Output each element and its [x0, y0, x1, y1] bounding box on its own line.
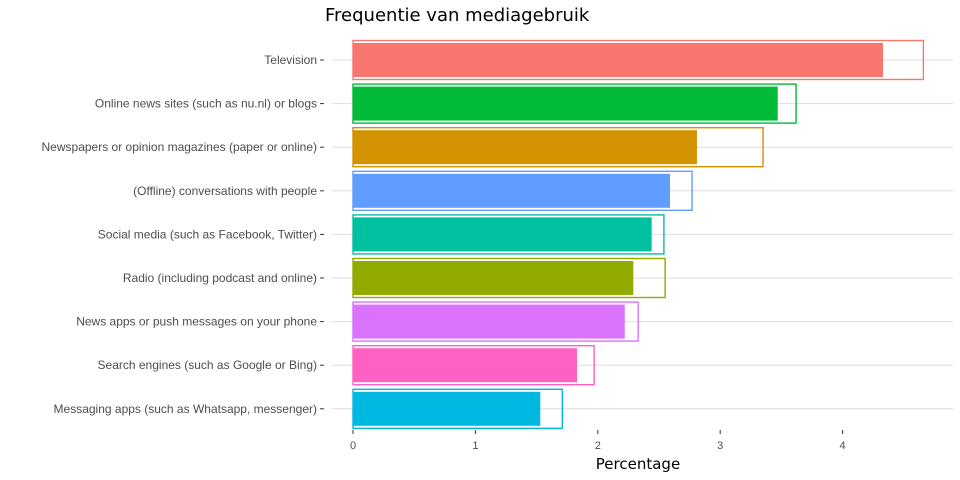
filled-bar [353, 348, 577, 383]
category-label: Search engines (such as Google or Bing) [98, 358, 317, 372]
x-tick-label: 0 [350, 440, 356, 452]
category-label: (Offline) conversations with people [133, 184, 317, 198]
category-label: Online news sites (such as nu.nl) or blo… [95, 97, 317, 111]
filled-bar [353, 86, 778, 121]
x-tick-label: 1 [472, 440, 478, 452]
x-tick-label: 2 [595, 440, 601, 452]
outline-bars [352, 39, 925, 429]
chart-title: Frequentie van mediagebruik [325, 5, 590, 26]
x-axis-title: Percentage [596, 455, 680, 473]
category-label: Messaging apps (such as Whatsapp, messen… [54, 402, 317, 416]
category-label: Television [264, 53, 317, 67]
filled-bar [353, 391, 541, 426]
filled-bar [353, 43, 883, 77]
category-label: News apps or push messages on your phone [76, 315, 317, 329]
filled-bar [353, 130, 697, 165]
category-label: Social media (such as Facebook, Twitter) [98, 227, 317, 241]
x-tick-label: 4 [840, 440, 846, 452]
x-tick-label: 3 [717, 440, 723, 452]
category-label: Radio (including podcast and online) [123, 271, 317, 285]
category-label: Newspapers or opinion magazines (paper o… [42, 140, 317, 154]
x-axis-ticks: 0 1 2 3 4 [350, 430, 846, 452]
filled-bar [353, 261, 634, 295]
filled-bar [353, 217, 652, 252]
y-axis-labels: Television Online news sites (such as nu.… [42, 53, 324, 416]
filled-bar [353, 304, 625, 339]
filled-bars [353, 43, 883, 426]
filled-bar [353, 173, 671, 208]
